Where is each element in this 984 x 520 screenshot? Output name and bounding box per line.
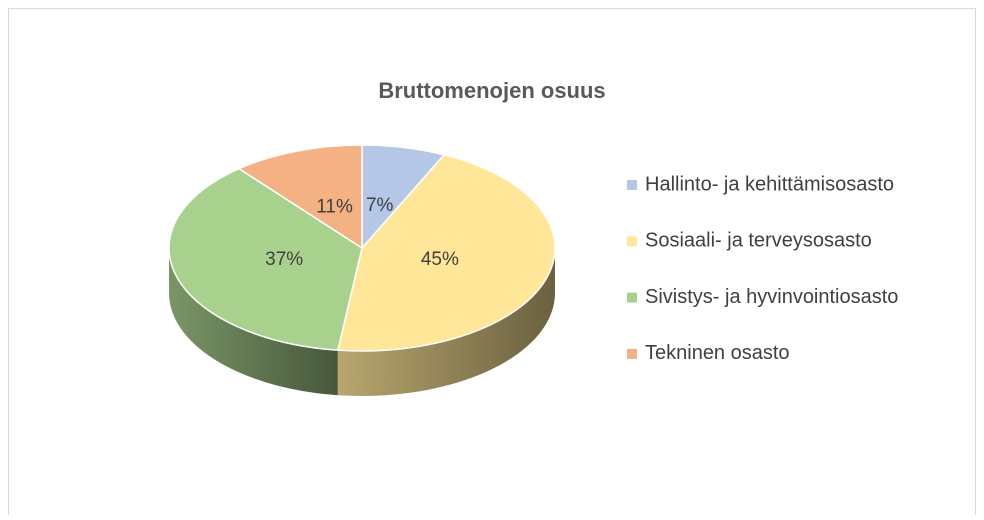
- data-label: 7%: [366, 195, 394, 216]
- slice-side: [169, 248, 338, 396]
- legend-label: Sivistys- ja hyvinvointiosasto: [645, 286, 898, 308]
- slice: [237, 144, 363, 250]
- chart-title: Bruttomenojen osuus: [378, 78, 605, 103]
- legend-label: Sosiaali- ja terveysosasto: [645, 230, 872, 252]
- data-label: 37%: [265, 249, 303, 270]
- data-label: 11%: [316, 196, 353, 217]
- slice: [168, 167, 363, 351]
- legend-swatch: [627, 180, 637, 190]
- legend-swatch: [627, 236, 637, 247]
- data-label: 45%: [421, 249, 459, 270]
- legend-swatch: [627, 348, 637, 359]
- legend-label: Tekninen osasto: [645, 342, 790, 364]
- legend-swatch: [627, 292, 637, 303]
- slice: [336, 153, 556, 352]
- slice-side: [337, 248, 555, 396]
- legend-label: Hallinto- ja kehittämisosasto: [645, 173, 894, 195]
